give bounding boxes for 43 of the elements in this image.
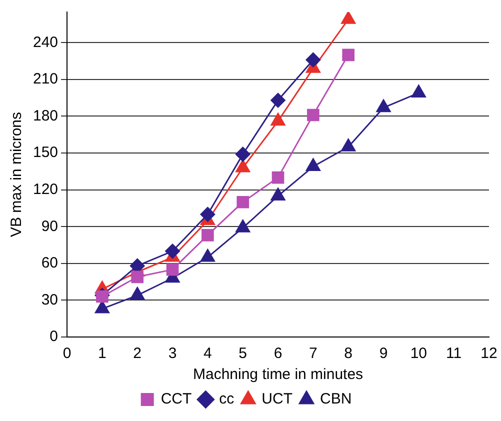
point <box>307 108 320 122</box>
point <box>235 159 250 172</box>
x-axis-title: Machning time in minutes <box>192 366 364 384</box>
y-tick-label: 150 <box>32 144 58 162</box>
x-tick-label: 0 <box>62 345 72 362</box>
point <box>200 248 216 262</box>
x-tick-label: 10 <box>410 345 428 362</box>
x-tick-label: 11 <box>446 345 462 362</box>
point <box>411 84 426 98</box>
legend-label: CCT <box>160 390 192 408</box>
legend-label: CBN <box>320 390 352 408</box>
point <box>340 138 356 152</box>
point <box>270 112 286 126</box>
y-tick-label: 0 <box>50 328 58 346</box>
x-tick-label: 8 <box>344 345 353 362</box>
x-tick-label: 1 <box>98 345 106 362</box>
point <box>306 158 321 172</box>
y-axis-title: VB max in microns <box>8 112 26 238</box>
x-tick-label: 7 <box>309 345 318 362</box>
point <box>270 187 286 200</box>
x-tick-label: 6 <box>274 345 282 362</box>
y-tick-label: 90 <box>41 218 58 235</box>
point <box>376 99 391 112</box>
x-tick-label: 12 <box>480 345 498 362</box>
x-tick-label: 4 <box>204 345 212 362</box>
point <box>235 219 250 232</box>
point <box>306 52 321 68</box>
point <box>340 12 356 24</box>
y-tick-label: 210 <box>32 70 58 88</box>
y-tick-label: 60 <box>41 254 58 272</box>
legend-label: cc <box>219 390 235 408</box>
legend-label: UCT <box>262 390 292 408</box>
y-tick-label: 180 <box>32 107 58 124</box>
y-tick-label: 120 <box>32 180 58 198</box>
x-tick-label: 3 <box>168 345 177 362</box>
point <box>342 48 354 62</box>
x-tick-label: 5 <box>238 345 248 362</box>
x-tick-label: 9 <box>379 345 388 362</box>
point <box>270 92 286 108</box>
point <box>130 286 145 300</box>
y-tick-label: 240 <box>32 34 58 51</box>
y-tick-label: 30 <box>41 291 58 308</box>
x-tick-label: 2 <box>133 345 142 362</box>
